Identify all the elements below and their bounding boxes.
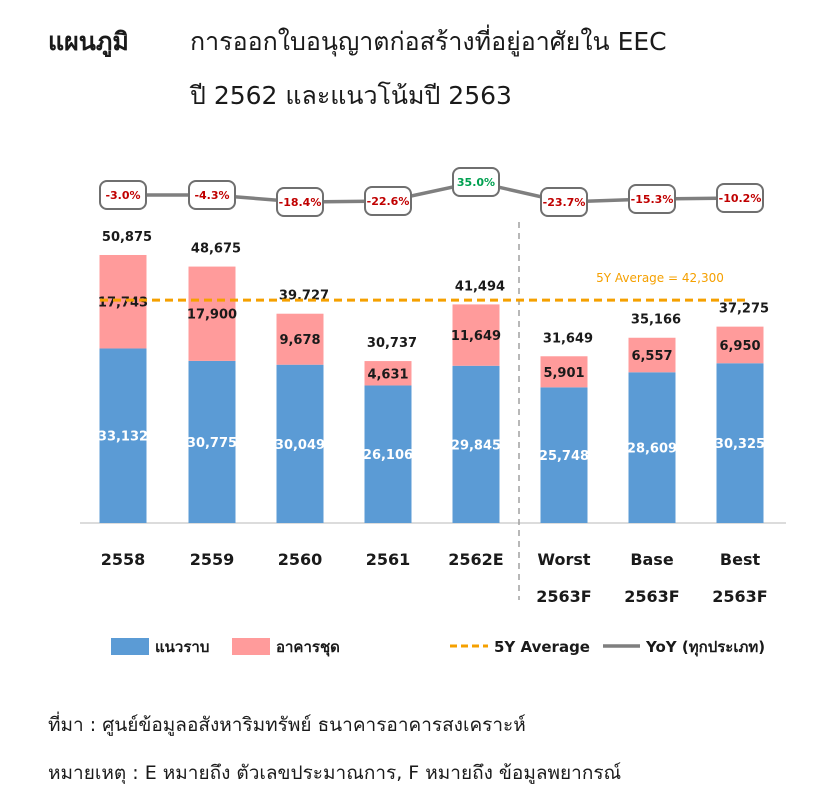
data-label-total: 48,675 (191, 242, 241, 257)
data-label-lowrise: 30,775 (187, 436, 237, 451)
chart-label: แผนภูมิ (48, 27, 129, 56)
data-label-total: 30,737 (367, 336, 417, 351)
bar-lowrise (364, 385, 412, 523)
data-label-total: 35,166 (631, 313, 681, 328)
legend-label-condo: อาคารชุด (276, 638, 340, 657)
data-label-lowrise: 33,132 (98, 430, 148, 445)
yoy-label-box (99, 180, 147, 210)
average-label: 5Y Average = 42,300 (596, 271, 724, 285)
bar-condo (716, 326, 764, 364)
category-label: 2559 (190, 550, 235, 569)
data-label-condo: 6,950 (719, 339, 760, 354)
category-label: 2562E (448, 550, 503, 569)
footnote: หมายเหตุ : E หมายถึง ตัวเลขประมาณการ, F … (48, 762, 622, 784)
data-label-lowrise: 30,325 (715, 437, 765, 452)
bar-condo (452, 304, 500, 366)
yoy-label-box (540, 187, 588, 217)
data-label-lowrise: 29,845 (451, 438, 501, 453)
data-label-condo: 11,649 (451, 329, 501, 344)
bar-lowrise (452, 365, 500, 523)
yoy-label: -3.0% (105, 189, 140, 202)
source-note: ที่มา : ศูนย์ข้อมูลอสังหาริมทรัพย์ ธนาคา… (48, 714, 526, 736)
data-label-condo: 4,631 (367, 367, 408, 382)
yoy-label-box (716, 183, 764, 213)
bar-condo (188, 266, 236, 361)
yoy-label: -10.2% (719, 192, 762, 205)
data-label-condo: 9,678 (279, 333, 320, 348)
category-label: Best (720, 550, 761, 569)
yoy-label-box (452, 167, 500, 197)
category-label: 2563F (536, 587, 591, 606)
legend-label-average: 5Y Average (494, 638, 590, 656)
category-label: Base (630, 550, 674, 569)
data-label-condo: 17,900 (187, 308, 237, 323)
bar-lowrise (99, 348, 147, 523)
bar-condo (628, 337, 676, 373)
yoy-label: -18.4% (279, 196, 322, 209)
yoy-label: 35.0% (457, 176, 495, 189)
bar-lowrise (540, 387, 588, 523)
data-label-condo: 5,901 (543, 366, 584, 381)
category-label: 2563F (712, 587, 767, 606)
data-label-total: 37,275 (719, 302, 769, 317)
bar-condo (364, 361, 412, 386)
yoy-label-box (188, 180, 236, 210)
legend-label-lowrise: แนวราบ (155, 638, 209, 656)
yoy-label: -22.6% (367, 195, 410, 208)
category-label: 2558 (101, 550, 146, 569)
bar-lowrise (716, 363, 764, 523)
category-label: 2563F (624, 587, 679, 606)
category-label: Worst (537, 550, 590, 569)
bar-condo (276, 313, 324, 365)
bar-lowrise (188, 360, 236, 523)
category-label: 2560 (278, 550, 323, 569)
legend-swatch-lowrise (111, 638, 149, 655)
data-label-condo: 6,557 (631, 349, 672, 364)
data-label-total: 50,875 (102, 230, 152, 245)
bar-lowrise (628, 372, 676, 523)
bar-condo (99, 254, 147, 349)
data-label-condo: 17,743 (98, 296, 148, 311)
chart-title-line2: ปี 2562 และแนวโน้มปี 2563 (190, 81, 512, 110)
data-label-lowrise: 30,049 (275, 438, 325, 453)
yoy-label: -23.7% (543, 196, 586, 209)
yoy-label-box (364, 186, 412, 216)
yoy-label: -15.3% (631, 193, 674, 206)
yoy-label-box (628, 184, 676, 214)
data-label-lowrise: 26,106 (363, 448, 413, 463)
bar-lowrise (276, 364, 324, 523)
data-label-total: 41,494 (455, 279, 505, 294)
legend-label-yoy: YoY (ทุกประเภท) (645, 638, 765, 657)
bar-condo (540, 356, 588, 388)
category-label: 2561 (366, 550, 411, 569)
data-label-lowrise: 28,609 (627, 442, 677, 457)
chart-title-line1: การออกใบอนุญาตก่อสร้างที่อยู่อาศัยใน EEC (190, 27, 667, 56)
yoy-label-box (276, 187, 324, 217)
legend-swatch-condo (232, 638, 270, 655)
data-label-total: 39,727 (279, 289, 329, 304)
yoy-label: -4.3% (194, 189, 229, 202)
data-label-total: 31,649 (543, 331, 593, 346)
data-label-lowrise: 25,748 (539, 449, 589, 464)
